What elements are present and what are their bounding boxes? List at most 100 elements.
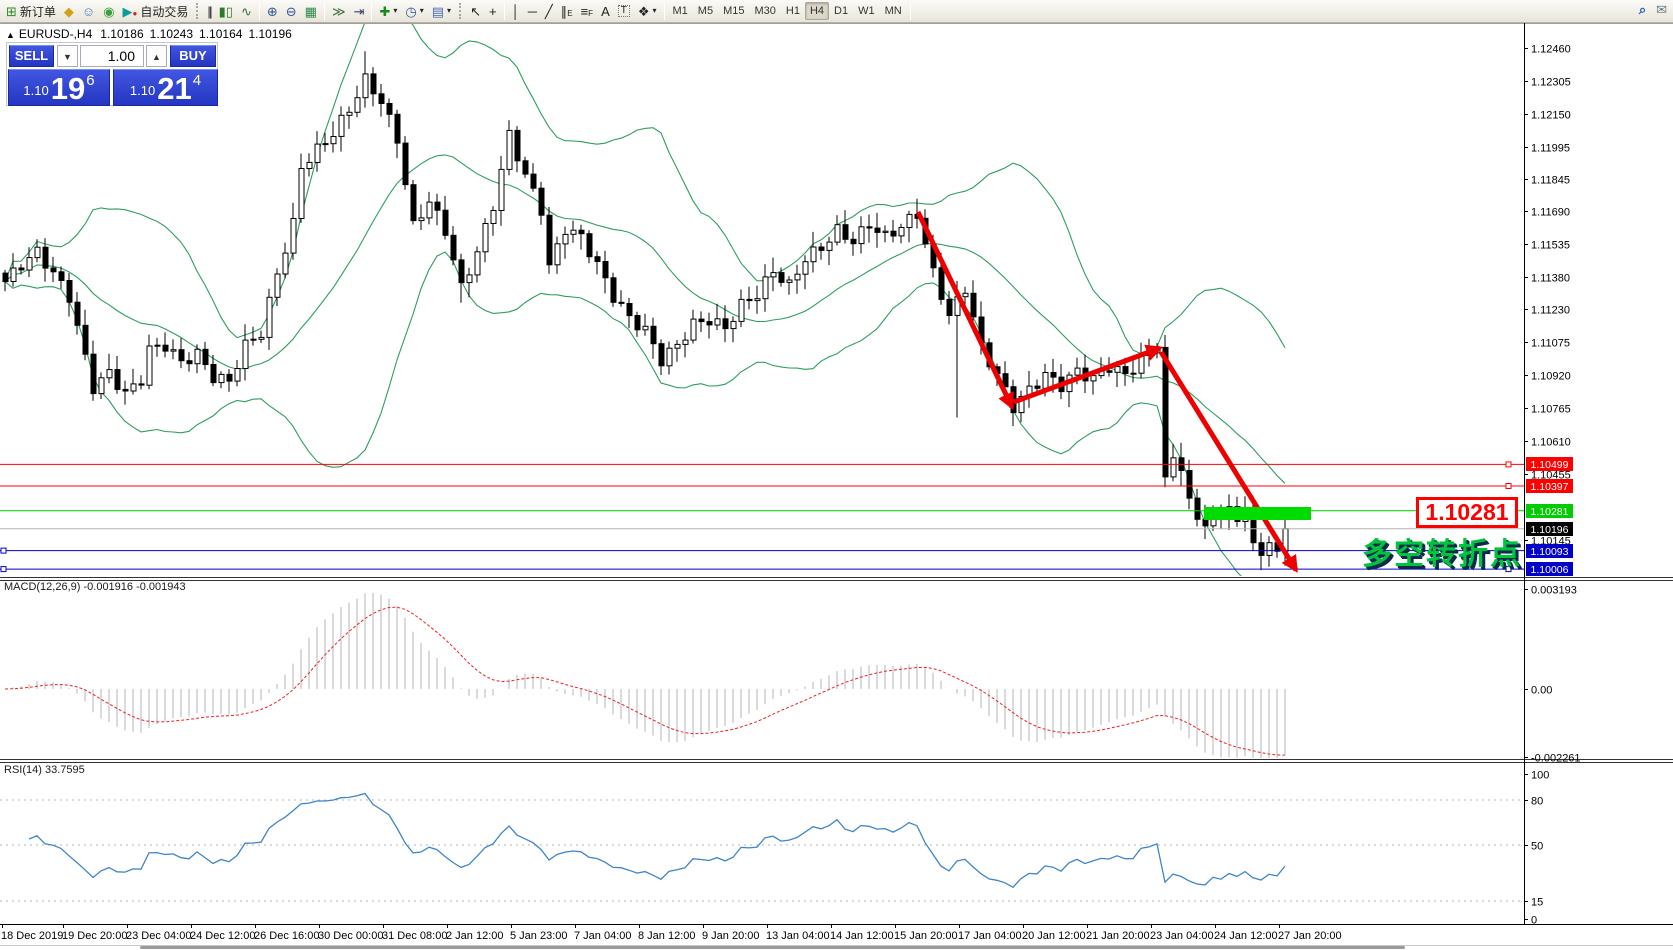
styler-button[interactable]: ◆ — [60, 2, 78, 21]
horizontal-line-button[interactable]: ─ — [524, 2, 541, 21]
candle-body — [738, 298, 745, 322]
volume-increase-button[interactable]: ▲ — [146, 45, 167, 67]
time-label: 20 Jan 12:00 — [1022, 930, 1086, 942]
autotrading-button[interactable]: ▶● 自动交易 — [119, 2, 193, 21]
candle-body — [442, 209, 449, 236]
candle-body — [866, 226, 873, 229]
candle-body — [770, 272, 777, 278]
tile-windows-icon: ▦ — [304, 3, 317, 19]
line-chart-button[interactable]: ∿ — [237, 2, 256, 21]
candle-body — [290, 218, 297, 254]
equidistant-channel-button[interactable]: ∥E — [557, 2, 577, 21]
bar-chart-button[interactable]: || | — [203, 2, 214, 21]
clock-icon: ◷ — [405, 3, 417, 19]
hline-handle[interactable] — [0, 566, 7, 573]
candle-body — [674, 343, 681, 349]
candle-body — [858, 226, 865, 245]
candles-layer — [2, 51, 1289, 571]
timeframe-W1[interactable]: W1 — [858, 5, 875, 17]
autotrading-icon: ▶● — [122, 3, 138, 19]
candle-body — [650, 325, 657, 345]
profile-button[interactable]: ☺ — [78, 2, 99, 21]
chart-shift-button[interactable]: ⇥ — [350, 2, 369, 21]
timeframe-D1[interactable]: D1 — [834, 5, 849, 17]
buy-button[interactable]: BUY — [170, 45, 216, 67]
axis-label: 50 — [1531, 841, 1543, 853]
time-label: 5 Jan 23:00 — [510, 930, 568, 942]
auto-scroll-button[interactable]: ≫ — [328, 2, 350, 21]
candle-body — [178, 349, 185, 362]
chevron-down-icon: ▾ — [393, 6, 398, 15]
candle-body — [1074, 367, 1081, 376]
candle-body — [530, 173, 537, 189]
chat-icon[interactable]: ✉ — [1656, 2, 1667, 17]
fibonacci-button[interactable]: ≡F — [577, 2, 597, 21]
time-label: 26 Dec 16:00 — [254, 930, 319, 942]
price-badge-label: 1.10397 — [1531, 481, 1569, 493]
hline-handle[interactable] — [1505, 566, 1512, 573]
indicators-button[interactable]: ✚ ▾ — [375, 2, 401, 21]
vertical-line-icon: │ — [511, 3, 520, 19]
hline-handle[interactable] — [1505, 483, 1512, 489]
periods-button[interactable]: ◷ ▾ — [401, 2, 427, 21]
hline-handle[interactable] — [1505, 461, 1512, 468]
time-label: 23 Jan 04:00 — [1150, 930, 1214, 942]
templates-button[interactable]: ▤ ▾ — [428, 2, 455, 21]
cursor-button[interactable]: ↖ — [466, 2, 485, 21]
styler-icon: ◆ — [63, 3, 74, 19]
candle-body — [114, 369, 121, 390]
collapse-panel-icon[interactable]: ▲ — [6, 30, 15, 40]
vertical-line-button[interactable]: │ — [508, 2, 524, 21]
timeframe-M15[interactable]: M15 — [723, 5, 745, 17]
candle-body — [906, 213, 913, 228]
tile-windows-button[interactable]: ▦ — [301, 2, 321, 21]
axis-label: 1.11690 — [1531, 207, 1570, 219]
chart-canvas[interactable]: 1.12460 1.12305 1.12150 1.11995 1.11845 1.116… — [0, 23, 1673, 950]
buy-price-panel[interactable]: 1.10 21 4 — [113, 69, 218, 106]
volume-input[interactable] — [80, 45, 144, 67]
time-label: 21 Jan 20:00 — [1086, 930, 1150, 942]
price-annotation-box[interactable]: 1.10281 — [1416, 497, 1518, 528]
candle-chart-button[interactable]: ▮▯ — [215, 2, 237, 21]
sell-button[interactable]: SELL — [9, 45, 54, 67]
candle-body — [682, 339, 689, 345]
cursor-icon: ↖ — [470, 3, 481, 19]
candle-body — [1170, 457, 1177, 478]
profile-icon: ☺ — [81, 3, 96, 19]
timeframe-H4[interactable]: H4 — [804, 2, 830, 20]
candle-body — [890, 230, 897, 237]
timeframe-M1[interactable]: M1 — [672, 5, 688, 17]
support-zone-annotation[interactable] — [1204, 507, 1311, 520]
volume-decrease-button[interactable]: ▼ — [57, 45, 78, 67]
time-label: 13 Jan 04:00 — [766, 930, 830, 942]
trend-arrow-annotation[interactable] — [1013, 344, 1164, 405]
text-button[interactable]: A — [597, 2, 614, 21]
candlestick-icon: ▮▯ — [218, 3, 233, 19]
timeframe-MN[interactable]: MN — [884, 5, 902, 17]
arrows-button[interactable]: ❖ ▾ — [634, 2, 661, 21]
crosshair-button[interactable]: + — [485, 2, 501, 21]
trend-arrow-annotation[interactable] — [1158, 350, 1299, 573]
sell-price-big: 19 — [50, 71, 86, 106]
sell-price-panel[interactable]: 1.10 19 6 — [8, 69, 110, 106]
turning-point-annotation[interactable]: 多空转折点 — [1362, 538, 1522, 571]
time-label: 24 Jan 12:00 — [1214, 930, 1278, 942]
candle-body — [362, 73, 369, 99]
text-label-button[interactable]: T — [614, 2, 634, 21]
new-order-button[interactable]: ⊞ 新订单 — [2, 2, 60, 21]
trendline-button[interactable]: ╱ — [541, 2, 557, 21]
timeframe-M30[interactable]: M30 — [754, 5, 776, 17]
timeframe-M5[interactable]: M5 — [697, 5, 714, 17]
axis-label: -0.002261 — [1531, 753, 1581, 765]
signal-button[interactable]: ◉ — [99, 2, 118, 21]
hline-handle[interactable] — [1505, 547, 1512, 554]
search-icon[interactable]: ⌕ — [1638, 2, 1647, 17]
candle-body — [458, 259, 465, 284]
trend-arrow-annotation[interactable] — [915, 210, 1015, 411]
axis-label: 1.11845 — [1531, 175, 1570, 187]
zoom-out-button[interactable]: ⊖ — [282, 2, 301, 21]
hline-handle[interactable] — [0, 547, 7, 554]
timeframe-H1[interactable]: H1 — [785, 5, 800, 17]
candle-body — [698, 318, 705, 323]
zoom-in-button[interactable]: ⊕ — [263, 2, 282, 21]
